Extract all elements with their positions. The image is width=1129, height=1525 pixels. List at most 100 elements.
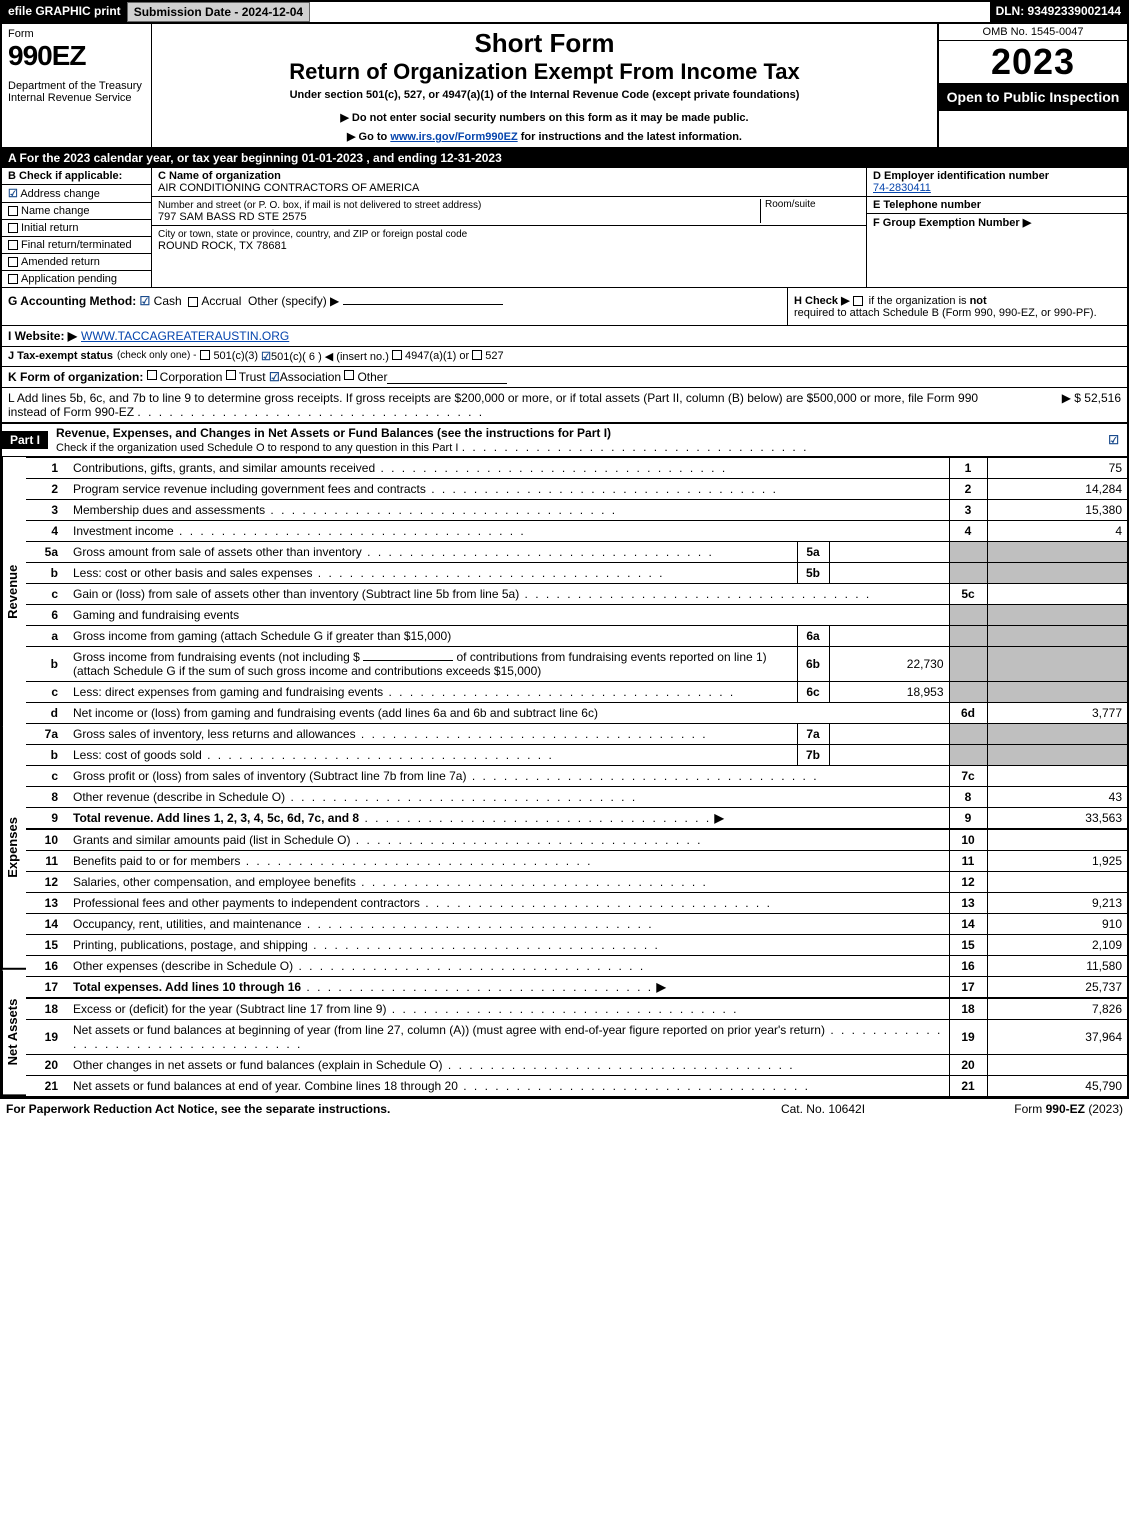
line-6c: c Less: direct expenses from gaming and …	[26, 682, 1127, 703]
form-number: 990EZ	[8, 40, 145, 72]
section-b-label: B Check if applicable:	[2, 168, 151, 185]
subtitle: Under section 501(c), 527, or 4947(a)(1)…	[158, 89, 931, 101]
line-10: 10 Grants and similar amounts paid (list…	[26, 829, 1127, 851]
line-7b: b Less: cost of goods sold 7b	[26, 745, 1127, 766]
part-i-label: Part I	[2, 431, 48, 449]
section-j-sub: (check only one) -	[117, 350, 196, 363]
irs-link[interactable]: www.irs.gov/Form990EZ	[390, 131, 517, 143]
footer-cat: Cat. No. 10642I	[723, 1102, 923, 1116]
footer-notice: For Paperwork Reduction Act Notice, see …	[6, 1102, 723, 1116]
line-5b: b Less: cost or other basis and sales ex…	[26, 563, 1127, 584]
line-2: 2 Program service revenue including gove…	[26, 479, 1127, 500]
dln-label: DLN: 93492339002144	[990, 2, 1127, 22]
section-e-label: E Telephone number	[873, 199, 981, 211]
line-6b: b Gross income from fundraising events (…	[26, 647, 1127, 682]
tax-year: 2023	[939, 41, 1127, 83]
section-a: A For the 2023 calendar year, or tax yea…	[0, 149, 1129, 168]
vert-expenses: Expenses	[2, 727, 26, 970]
j-opt-3: 527	[485, 350, 503, 363]
line-5c: c Gain or (loss) from sale of assets oth…	[26, 584, 1127, 605]
line-12: 12 Salaries, other compensation, and emp…	[26, 872, 1127, 893]
footer-form-year: (2023)	[1088, 1102, 1123, 1116]
line-6: 6 Gaming and fundraising events	[26, 605, 1127, 626]
part-i-title: Revenue, Expenses, and Changes in Net As…	[56, 426, 611, 440]
title-return: Return of Organization Exempt From Incom…	[158, 59, 931, 85]
open-public-label: Open to Public Inspection	[939, 83, 1127, 111]
checkbox-amended-return[interactable]: Amended return	[2, 254, 151, 271]
line-6d: d Net income or (loss) from gaming and f…	[26, 703, 1127, 724]
line-7a: 7a Gross sales of inventory, less return…	[26, 724, 1127, 745]
goto-text-2: for instructions and the latest informat…	[521, 131, 742, 143]
h-text-1: if the organization is	[869, 295, 967, 307]
line-8: 8 Other revenue (describe in Schedule O)…	[26, 787, 1127, 808]
footer-form-num: 990-EZ	[1046, 1102, 1085, 1116]
submission-date-button[interactable]: Submission Date - 2024-12-04	[127, 2, 310, 22]
footer-form-label: Form	[1014, 1102, 1042, 1116]
title-short-form: Short Form	[158, 28, 931, 59]
h-not: not	[970, 295, 987, 307]
checkbox-address-change[interactable]: ☑ Address change	[2, 185, 151, 203]
addr-label: Number and street (or P. O. box, if mail…	[158, 200, 481, 211]
section-c-label: C Name of organization	[158, 170, 281, 182]
dept-label: Department of the Treasury	[8, 80, 145, 92]
line-14: 14 Occupancy, rent, utilities, and maint…	[26, 914, 1127, 935]
line-3: 3 Membership dues and assessments 3 15,3…	[26, 500, 1127, 521]
line-20: 20 Other changes in net assets or fund b…	[26, 1055, 1127, 1076]
checkbox-initial-return[interactable]: Initial return	[2, 220, 151, 237]
line-4: 4 Investment income 4 4	[26, 521, 1127, 542]
line-15: 15 Printing, publications, postage, and …	[26, 935, 1127, 956]
org-address: 797 SAM BASS RD STE 2575	[158, 211, 307, 223]
checkbox-application-pending[interactable]: Application pending	[2, 271, 151, 287]
k-opt-1: Trust	[239, 370, 266, 384]
website-link[interactable]: WWW.TACCAGREATERAUSTIN.ORG	[81, 329, 289, 343]
g-accrual: Accrual	[201, 294, 241, 308]
vert-revenue: Revenue	[2, 457, 26, 727]
form-header: Form 990EZ Department of the Treasury In…	[0, 24, 1129, 149]
ein-link[interactable]: 74-2830411	[873, 182, 931, 194]
cb-label-4: Amended return	[21, 256, 100, 268]
omb-label: OMB No. 1545-0047	[939, 24, 1127, 41]
line-5a: 5a Gross amount from sale of assets othe…	[26, 542, 1127, 563]
checkbox-final-return[interactable]: Final return/terminated	[2, 237, 151, 254]
section-k-label: K Form of organization:	[8, 370, 143, 384]
checkbox-name-change[interactable]: Name change	[2, 203, 151, 220]
line-1: 1 Contributions, gifts, grants, and simi…	[26, 458, 1127, 479]
top-bar: efile GRAPHIC print Submission Date - 20…	[0, 0, 1129, 24]
l6b-t1: Gross income from fundraising events (no…	[73, 650, 360, 664]
line-11: 11 Benefits paid to or for members 11 1,…	[26, 851, 1127, 872]
g-cash: Cash	[154, 294, 182, 308]
part-i-checkbox[interactable]: ☑	[1108, 433, 1119, 447]
room-suite-label: Room/suite	[760, 199, 860, 223]
k-opt-0: Corporation	[160, 370, 223, 384]
irs-label: Internal Revenue Service	[8, 92, 145, 104]
line-6a: a Gross income from gaming (attach Sched…	[26, 626, 1127, 647]
line-16: 16 Other expenses (describe in Schedule …	[26, 956, 1127, 977]
j-opt-1: 501(c)( 6 ) ◀ (insert no.)	[271, 350, 389, 363]
line-17: 17 Total expenses. Add lines 10 through …	[26, 977, 1127, 999]
cb-label-1: Name change	[21, 205, 90, 217]
org-name: AIR CONDITIONING CONTRACTORS OF AMERICA	[158, 182, 419, 194]
line-18: 18 Excess or (deficit) for the year (Sub…	[26, 998, 1127, 1020]
line-21: 21 Net assets or fund balances at end of…	[26, 1076, 1127, 1097]
line-19: 19 Net assets or fund balances at beginn…	[26, 1020, 1127, 1055]
g-other: Other (specify) ▶	[248, 294, 339, 308]
k-opt-3: Other	[357, 370, 387, 384]
cb-label-2: Initial return	[21, 222, 78, 234]
efile-label: efile GRAPHIC print	[2, 2, 127, 22]
section-i-label: I Website: ▶	[8, 329, 77, 343]
form-word: Form	[8, 28, 145, 40]
line-7c: c Gross profit or (loss) from sales of i…	[26, 766, 1127, 787]
j-opt-2: 4947(a)(1) or	[405, 350, 469, 363]
org-city: ROUND ROCK, TX 78681	[158, 240, 287, 252]
section-d-label: D Employer identification number	[873, 170, 1049, 182]
section-l-amount: ▶ $ 52,516	[1001, 391, 1121, 419]
goto-text: ▶ Go to	[347, 131, 390, 143]
city-label: City or town, state or province, country…	[158, 229, 467, 240]
no-ssn-notice: ▶ Do not enter social security numbers o…	[158, 111, 931, 124]
h-text-2: required to attach Schedule B (Form 990,…	[794, 307, 1097, 319]
k-opt-2: Association	[280, 370, 341, 384]
part-i-sub: Check if the organization used Schedule …	[56, 442, 458, 454]
j-opt-0: 501(c)(3)	[213, 350, 258, 363]
cb-label-0: Address change	[20, 188, 100, 200]
section-f-label: F Group Exemption Number ▶	[873, 217, 1031, 229]
